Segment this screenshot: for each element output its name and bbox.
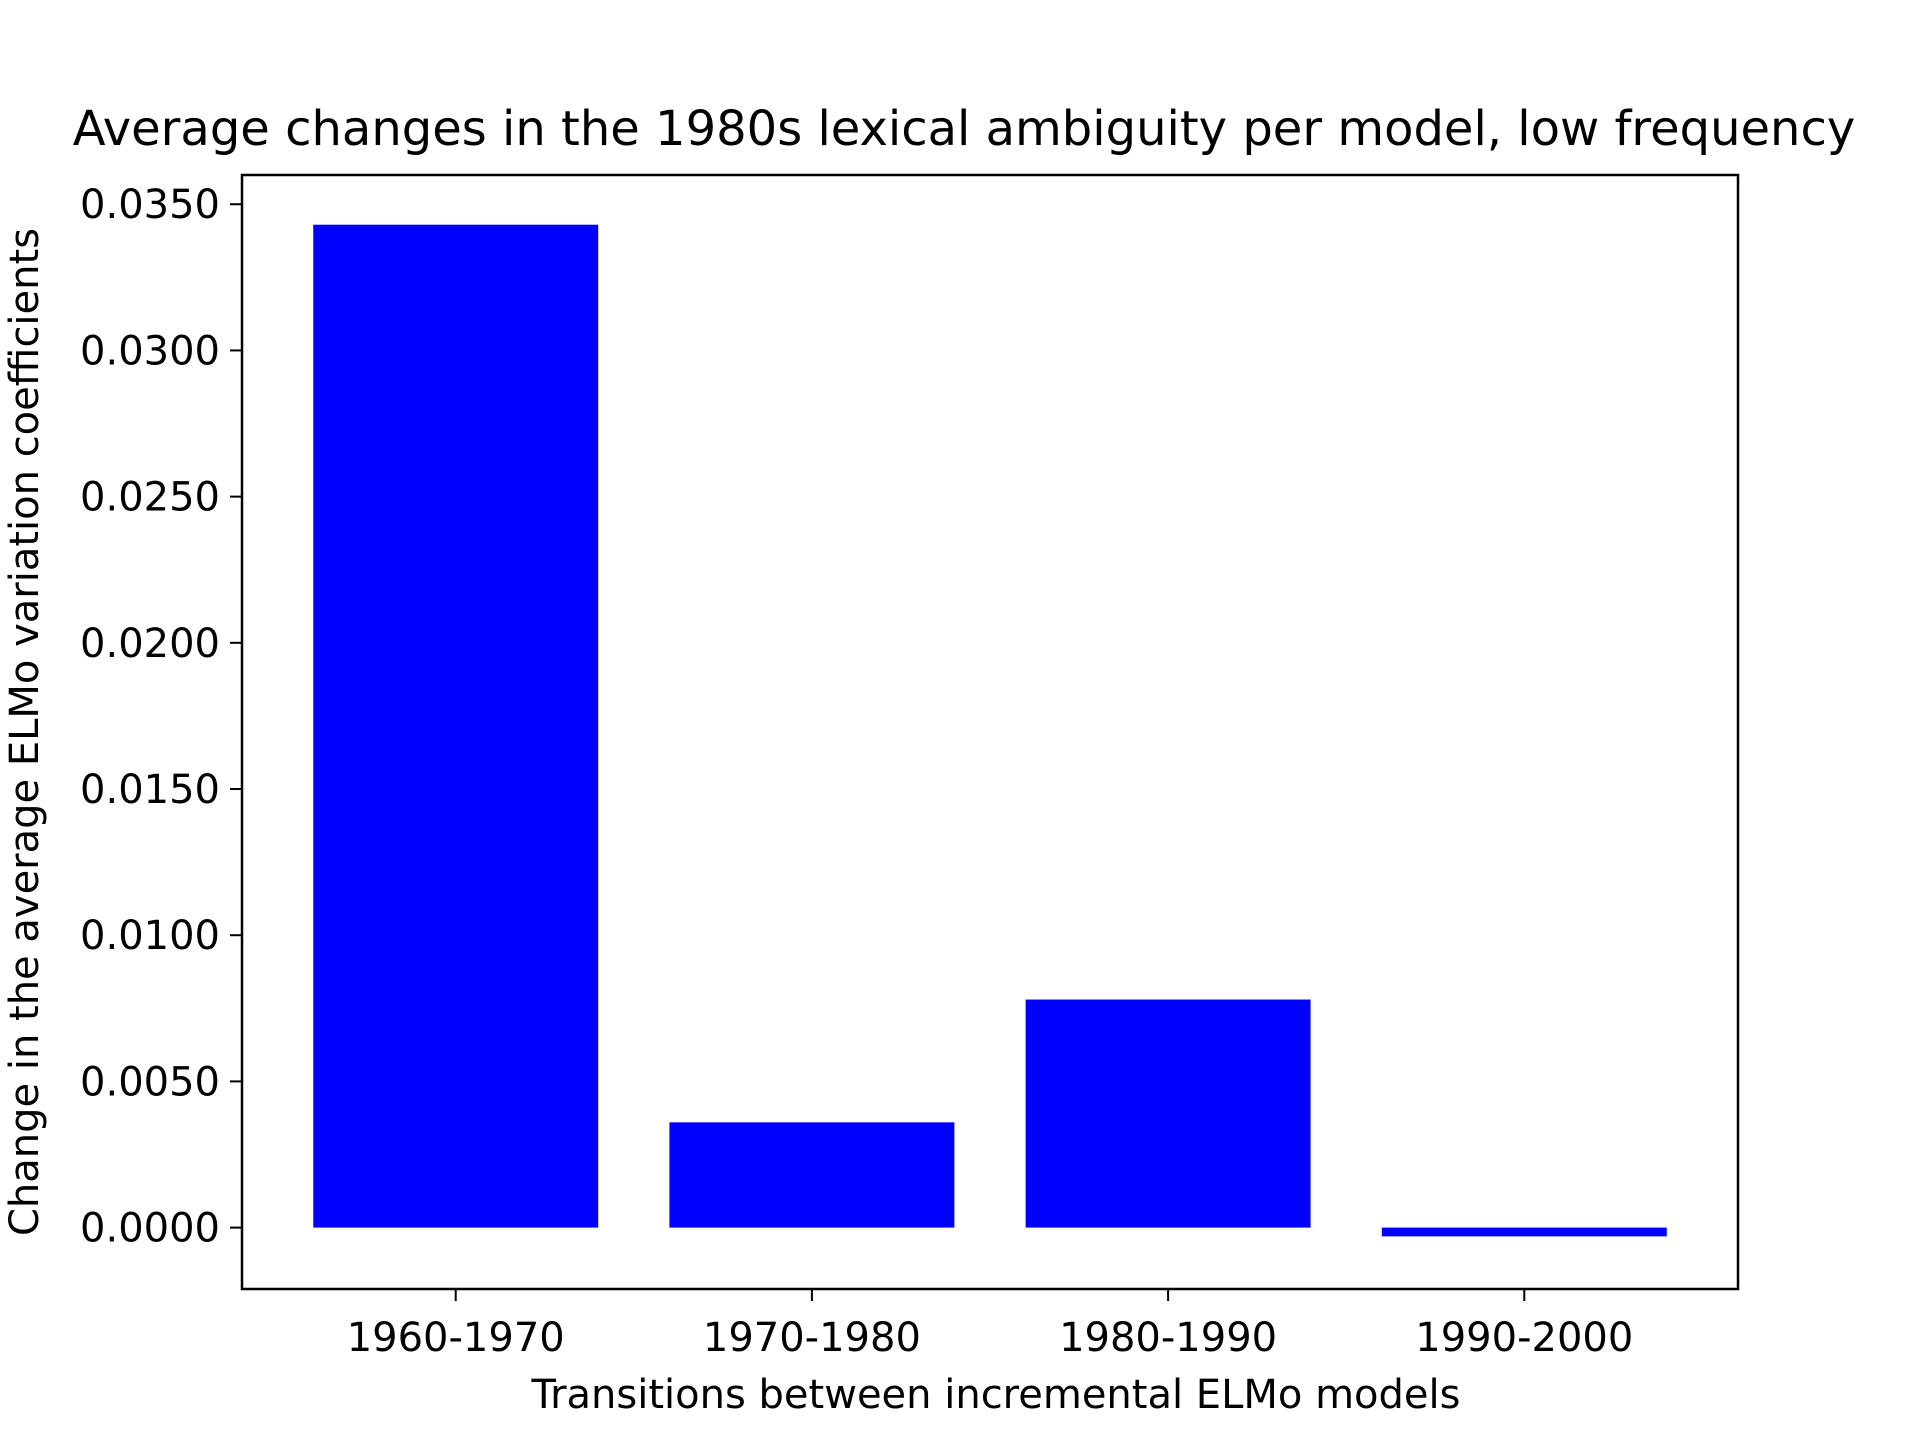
x-tick-label: 1960-1970 xyxy=(347,1315,565,1361)
x-tick-label: 1990-2000 xyxy=(1415,1315,1633,1361)
bar-1960-1970 xyxy=(313,224,599,1228)
x-axis: 1960-1970 1970-1980 1980-1990 1990-2000 xyxy=(347,1289,1633,1361)
y-tick-label: 0.0000 xyxy=(80,1206,220,1252)
x-axis-label: Transitions between incremental ELMo mod… xyxy=(531,1372,1461,1418)
y-tick-label: 0.0200 xyxy=(80,621,220,667)
bar-1980-1990 xyxy=(1025,999,1311,1228)
bar-1970-1980 xyxy=(669,1122,955,1228)
bars-layer xyxy=(313,224,1667,1237)
x-tick-label: 1980-1990 xyxy=(1059,1315,1277,1361)
y-tick-label: 0.0250 xyxy=(80,475,220,521)
plot-area-frame xyxy=(240,173,1740,1291)
chart-title: Average changes in the 1980s lexical amb… xyxy=(73,101,1856,157)
y-tick-label: 0.0300 xyxy=(80,328,220,374)
bar-1990-2000 xyxy=(1381,1227,1667,1237)
y-tick-label: 0.0100 xyxy=(80,913,220,959)
y-axis-label: Change in the average ELMo variation coe… xyxy=(2,228,48,1236)
y-tick-label: 0.0050 xyxy=(80,1059,220,1105)
y-axis: 0.0000 0.0050 0.0100 0.0150 0.0200 0.0250 0.03… xyxy=(80,182,242,1252)
x-tick-label: 1970-1980 xyxy=(703,1315,921,1361)
y-tick-label: 0.0150 xyxy=(80,767,220,813)
y-tick-label: 0.0350 xyxy=(80,182,220,228)
